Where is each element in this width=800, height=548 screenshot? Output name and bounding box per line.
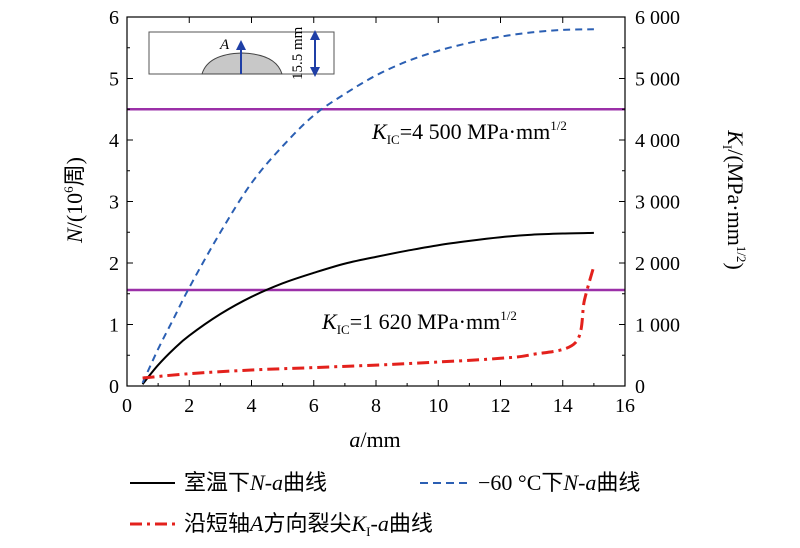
inset-dimension-arrow-up [310, 30, 320, 40]
legend-label-minus60: −60 °C下N-a曲线 [478, 470, 640, 495]
inset-arrow-a-head [236, 40, 246, 50]
y-axis-left-title: N/(106周) [61, 157, 87, 244]
y-right-tick-label: 5 000 [635, 69, 680, 91]
y-right-tick-label: 3 000 [635, 192, 680, 214]
series-line-1 [141, 28, 594, 384]
legend-label-ki: 沿短轴A方向裂尖KI-a曲线 [184, 511, 433, 539]
y-right-tick-label: 0 [635, 376, 645, 398]
y-axis-right-title: KI/(MPa·mm1/2) [720, 129, 749, 270]
x-tick-label: 16 [615, 395, 635, 417]
x-tick-label: 12 [491, 395, 511, 417]
series-line-0 [141, 231, 594, 385]
kic-lower-label: KIC=1 620 MPa·mm1/2 [321, 308, 517, 337]
x-tick-label: 8 [371, 395, 381, 417]
y-left-tick-label: 3 [109, 192, 119, 214]
y-left-tick-label: 0 [109, 376, 119, 398]
legend-label-room-temp: 室温下N-a曲线 [184, 470, 327, 495]
y-right-tick-label: 6 000 [635, 7, 680, 29]
x-tick-label: 2 [184, 395, 194, 417]
y-right-tick-label: 4 000 [635, 130, 680, 152]
inset-label-a: A [219, 37, 230, 53]
legend: 室温下N-a曲线 −60 °C下N-a曲线 沿短轴A方向裂尖KI-a曲线 [130, 470, 640, 539]
y-left-tick-label: 5 [109, 69, 119, 91]
y-right-tick-label: 1 000 [635, 315, 680, 337]
x-tick-label: 4 [247, 395, 257, 417]
x-tick-label: 14 [553, 395, 573, 417]
inset-diagram: A 15.5 mm [148, 26, 335, 80]
y-right-tick-label: 2 000 [635, 253, 680, 275]
y-left-tick-label: 2 [109, 253, 119, 275]
y-left-tick-label: 6 [109, 7, 119, 29]
kic-upper-label: KIC=4 500 MPa·mm1/2 [371, 118, 567, 147]
x-axis-title: a/mm [349, 427, 400, 452]
inset-dimension-arrow-down [310, 67, 320, 77]
x-tick-label: 0 [122, 395, 132, 417]
y-left-tick-label: 1 [109, 315, 119, 337]
x-tick-label: 10 [428, 395, 448, 417]
x-tick-label: 6 [309, 395, 319, 417]
y-left-tick-label: 4 [109, 130, 119, 152]
inset-dimension-label: 15.5 mm [290, 26, 306, 80]
